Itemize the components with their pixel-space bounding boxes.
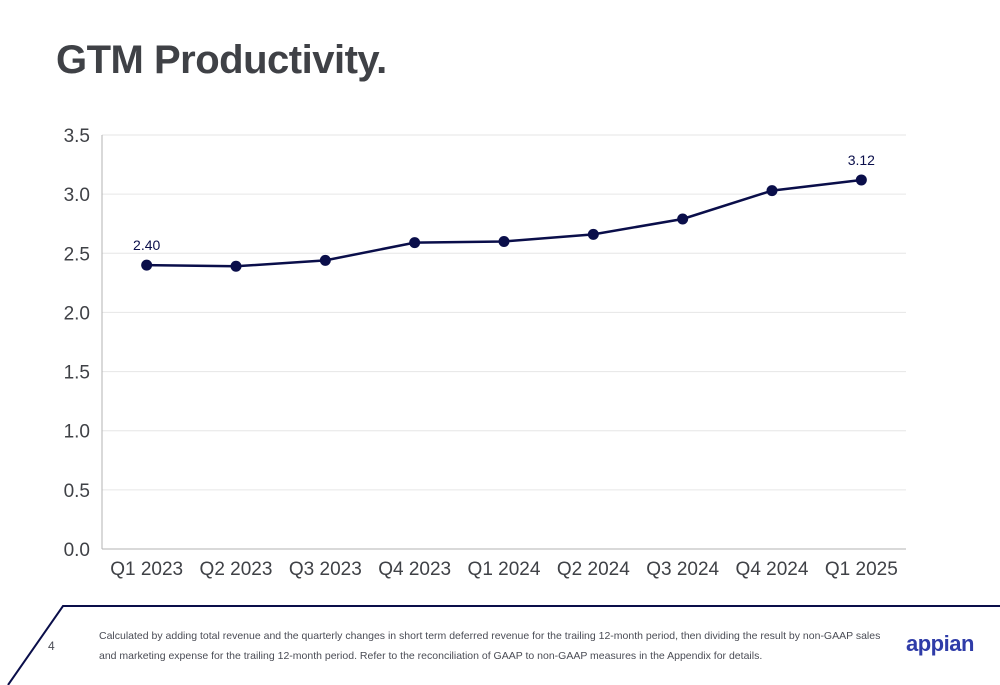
x-tick-label: Q2 2024 (557, 559, 630, 580)
footnote: Calculated by adding total revenue and t… (99, 630, 881, 662)
data-point (677, 213, 689, 225)
page-number: 4 (48, 639, 55, 653)
x-tick-label: Q1 2024 (468, 559, 541, 580)
data-point (141, 259, 153, 271)
y-tick-label: 0.0 (64, 540, 90, 561)
data-label: 3.12 (848, 152, 875, 168)
y-tick-label: 0.5 (64, 481, 90, 502)
y-tick-label: 3.5 (64, 126, 90, 147)
x-tick-label: Q3 2024 (646, 559, 719, 580)
data-point (855, 174, 867, 186)
data-point (319, 254, 331, 266)
data-label: 2.40 (133, 237, 160, 253)
y-tick-label: 2.0 (64, 303, 90, 324)
x-tick-label: Q3 2023 (289, 559, 362, 580)
data-point (587, 228, 599, 240)
y-tick-label: 1.5 (64, 363, 90, 384)
appian-logo: appian (906, 631, 974, 656)
y-tick-label: 2.5 (64, 244, 90, 265)
x-tick-label: Q2 2023 (200, 559, 273, 580)
y-tick-label: 1.0 (64, 422, 90, 443)
x-tick-label: Q1 2023 (110, 559, 183, 580)
data-point (498, 235, 510, 247)
x-tick-label: Q4 2024 (736, 559, 809, 580)
x-tick-label: Q4 2023 (378, 559, 451, 580)
page-title: GTM Productivity. (56, 38, 387, 82)
data-point (409, 237, 421, 249)
x-tick-label: Q1 2025 (825, 559, 898, 580)
gtm-productivity-line-chart: 0.0 0.5 1.0 1.5 2.0 2.5 3.0 3.5 Q1 2023 Q2 2023 Q3… (64, 126, 906, 580)
data-point (230, 260, 242, 272)
data-point (766, 185, 778, 197)
y-tick-label: 3.0 (64, 185, 90, 206)
footer-divider (7, 605, 1000, 685)
